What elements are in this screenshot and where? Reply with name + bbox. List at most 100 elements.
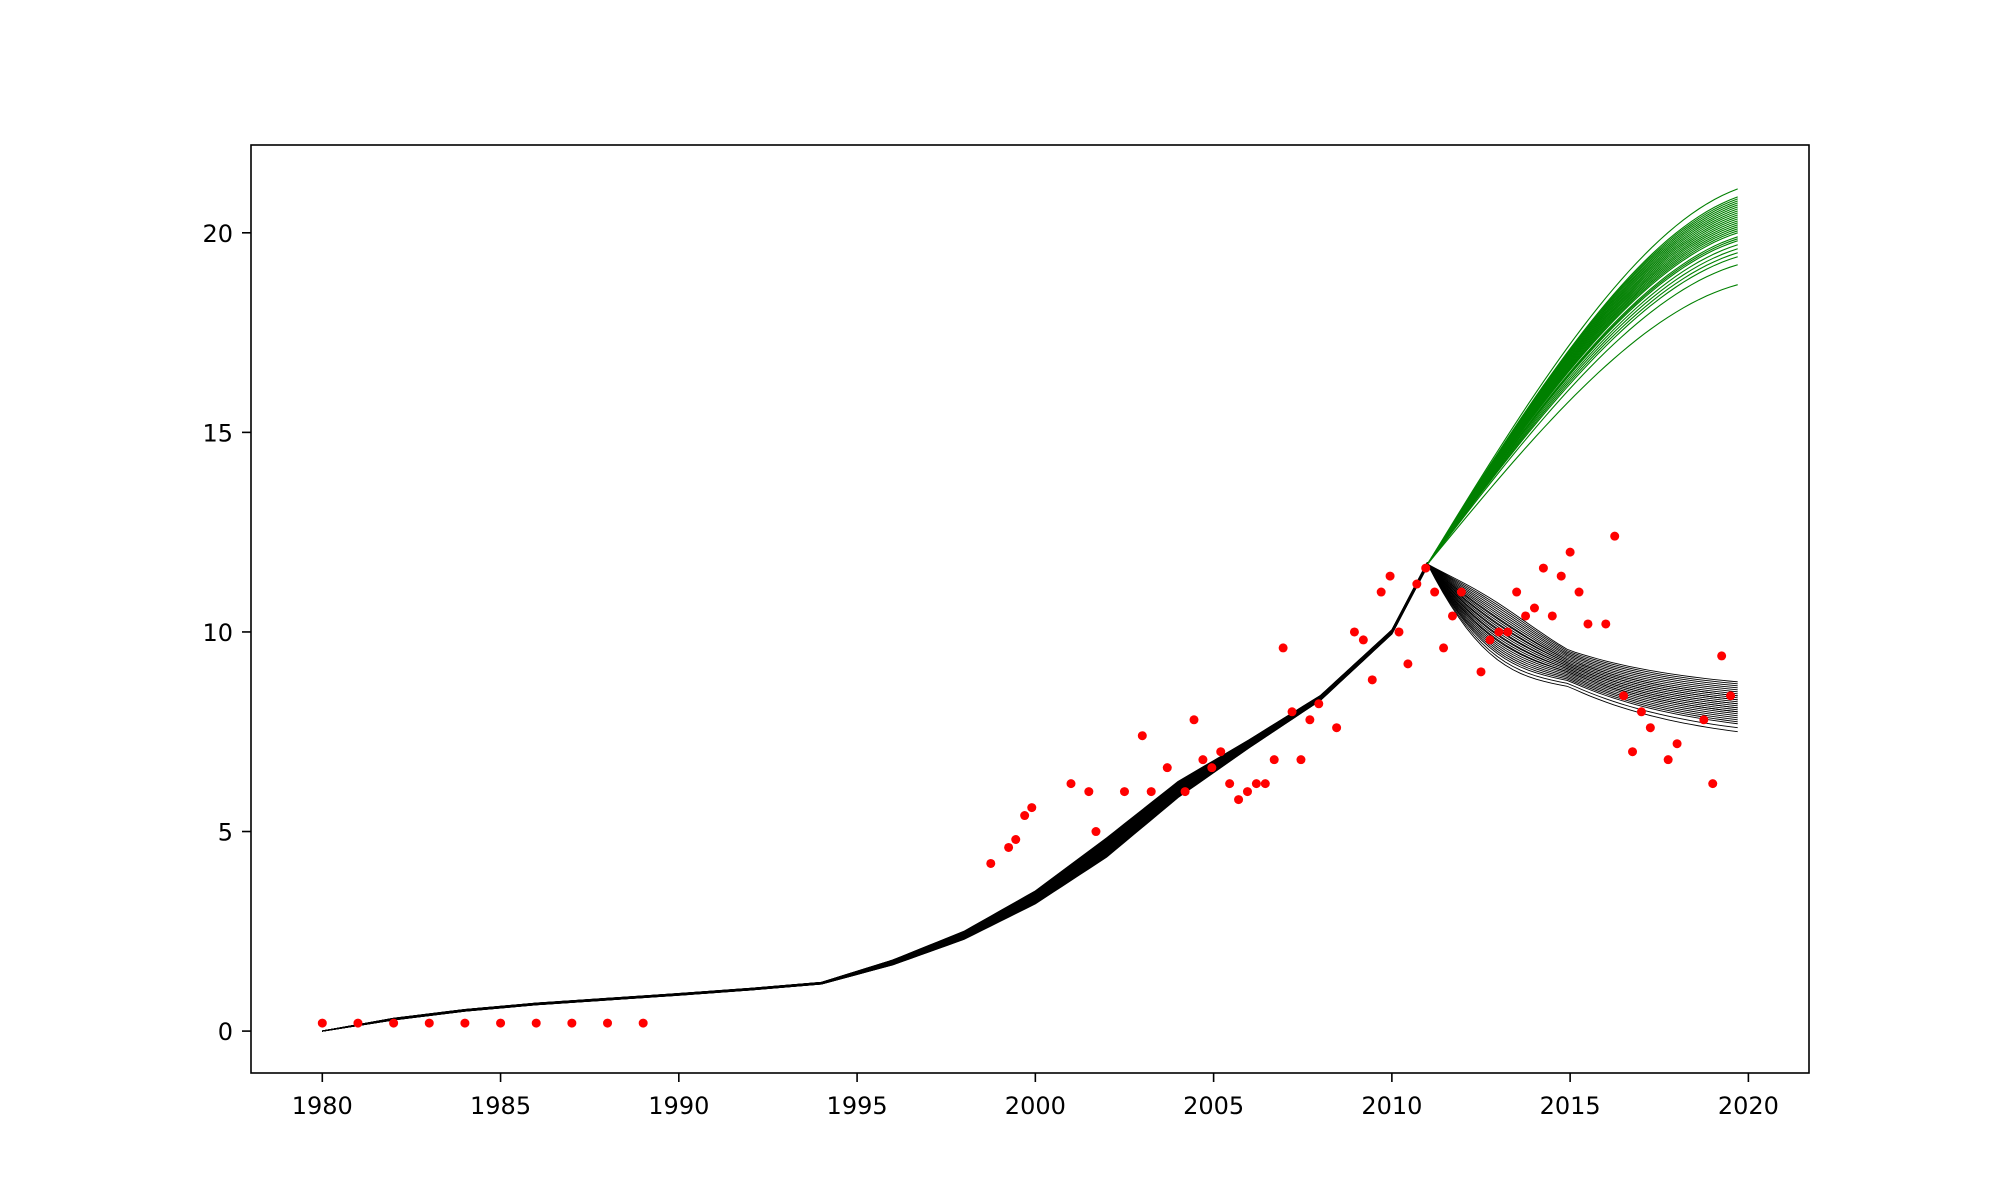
observed-point bbox=[1394, 627, 1404, 637]
observed-point bbox=[1234, 795, 1244, 805]
observed-point bbox=[1278, 643, 1288, 653]
observed-point bbox=[1376, 587, 1386, 597]
observed-point bbox=[1529, 603, 1539, 613]
observed-point bbox=[1494, 627, 1504, 637]
x-tick-label: 1985 bbox=[470, 1092, 531, 1120]
projection-low-line bbox=[1427, 563, 1738, 723]
observed-point bbox=[986, 858, 996, 868]
observed-point bbox=[1385, 571, 1395, 581]
observed-point bbox=[1447, 611, 1457, 621]
y-tick-label: 5 bbox=[218, 819, 233, 847]
observed-point bbox=[1574, 587, 1584, 597]
projection-low-line bbox=[1427, 563, 1738, 721]
observed-point bbox=[603, 1018, 613, 1028]
y-tick-label: 15 bbox=[202, 419, 233, 447]
projection-low-line bbox=[1427, 563, 1738, 719]
projection-low-line bbox=[1427, 563, 1738, 697]
observed-point bbox=[460, 1018, 470, 1028]
observed-point bbox=[1027, 803, 1037, 813]
x-tick-label: 1990 bbox=[648, 1092, 709, 1120]
x-tick-label: 2000 bbox=[1005, 1092, 1066, 1120]
observed-point bbox=[1004, 842, 1014, 852]
observed-point bbox=[531, 1018, 541, 1028]
observed-point bbox=[424, 1018, 434, 1028]
observed-point bbox=[1137, 731, 1147, 741]
projection-low-line bbox=[1427, 563, 1738, 707]
projection-low-line bbox=[1427, 563, 1738, 703]
observed-point bbox=[1538, 563, 1548, 573]
projection-low-line bbox=[1427, 563, 1738, 693]
y-tick-label: 10 bbox=[202, 619, 233, 647]
projection-low-line bbox=[1427, 563, 1738, 733]
observed-point bbox=[1645, 723, 1655, 733]
observed-point bbox=[1583, 619, 1593, 629]
observed-point bbox=[1717, 651, 1727, 661]
observed-point bbox=[1512, 587, 1522, 597]
observed-point bbox=[389, 1018, 399, 1028]
observed-point bbox=[1084, 787, 1094, 797]
observed-point bbox=[1565, 547, 1575, 557]
observed-point bbox=[1628, 747, 1638, 757]
observed-point bbox=[1367, 675, 1377, 685]
observed-point bbox=[1198, 755, 1208, 765]
observed-point bbox=[1726, 691, 1736, 701]
observed-point bbox=[1672, 739, 1682, 749]
projection-low-line bbox=[1427, 563, 1738, 691]
observed-point bbox=[1663, 755, 1673, 765]
projection-low-line bbox=[1427, 563, 1738, 711]
observed-point bbox=[1020, 811, 1030, 821]
plot-area bbox=[317, 188, 1738, 1032]
y-tick-label: 20 bbox=[202, 220, 233, 248]
projection-high-line bbox=[1427, 284, 1738, 565]
observed-point bbox=[1699, 715, 1709, 725]
observed-point bbox=[1091, 827, 1101, 837]
observed-point bbox=[1547, 611, 1557, 621]
observed-point bbox=[1216, 747, 1226, 757]
observed-point bbox=[1476, 667, 1486, 677]
projection-high-line bbox=[1427, 196, 1738, 565]
projection-low-line bbox=[1427, 563, 1738, 687]
observed-point bbox=[1066, 779, 1076, 789]
observed-point bbox=[567, 1018, 577, 1028]
projection-low-line bbox=[1427, 563, 1738, 701]
observed-point bbox=[317, 1018, 327, 1028]
observed-point bbox=[1162, 763, 1172, 773]
observed-point bbox=[1521, 611, 1531, 621]
observed-point bbox=[1207, 763, 1217, 773]
history-ensemble-line bbox=[322, 561, 1429, 1032]
observed-point bbox=[1403, 659, 1413, 669]
x-tick-label: 1980 bbox=[292, 1092, 353, 1120]
observed-point bbox=[1456, 587, 1466, 597]
observed-point bbox=[1251, 779, 1261, 789]
observed-point bbox=[638, 1018, 648, 1028]
observed-point bbox=[1358, 635, 1368, 645]
observed-point bbox=[1430, 587, 1440, 597]
observed-point bbox=[1619, 691, 1629, 701]
observed-point bbox=[1332, 723, 1342, 733]
observed-point bbox=[1119, 787, 1129, 797]
observed-point bbox=[1708, 779, 1718, 789]
projection-low-line bbox=[1427, 563, 1738, 705]
observed-point bbox=[1412, 579, 1422, 589]
projection-low-line bbox=[1427, 563, 1738, 729]
observed-point bbox=[1180, 787, 1190, 797]
plot-frame bbox=[250, 144, 1810, 1074]
x-tick-label: 1995 bbox=[827, 1092, 888, 1120]
observed-point bbox=[1225, 779, 1235, 789]
x-tick-label: 2020 bbox=[1718, 1092, 1779, 1120]
observed-point bbox=[1439, 643, 1449, 653]
x-tick-label: 2010 bbox=[1361, 1092, 1422, 1120]
observed-point bbox=[1305, 715, 1315, 725]
projection-low-line bbox=[1427, 563, 1738, 699]
projection-low-line bbox=[1427, 563, 1738, 689]
observed-point bbox=[1601, 619, 1611, 629]
x-tick-label: 2005 bbox=[1183, 1092, 1244, 1120]
observed-point bbox=[1349, 627, 1359, 637]
observed-point bbox=[1421, 563, 1431, 573]
y-tick-label: 0 bbox=[218, 1018, 233, 1046]
observed-point bbox=[1636, 707, 1646, 717]
observed-point bbox=[353, 1018, 363, 1028]
y-axis: 0 5 10 15 20 bbox=[202, 220, 251, 1046]
projection-low-line bbox=[1427, 563, 1738, 715]
projection-low-line bbox=[1427, 563, 1738, 695]
